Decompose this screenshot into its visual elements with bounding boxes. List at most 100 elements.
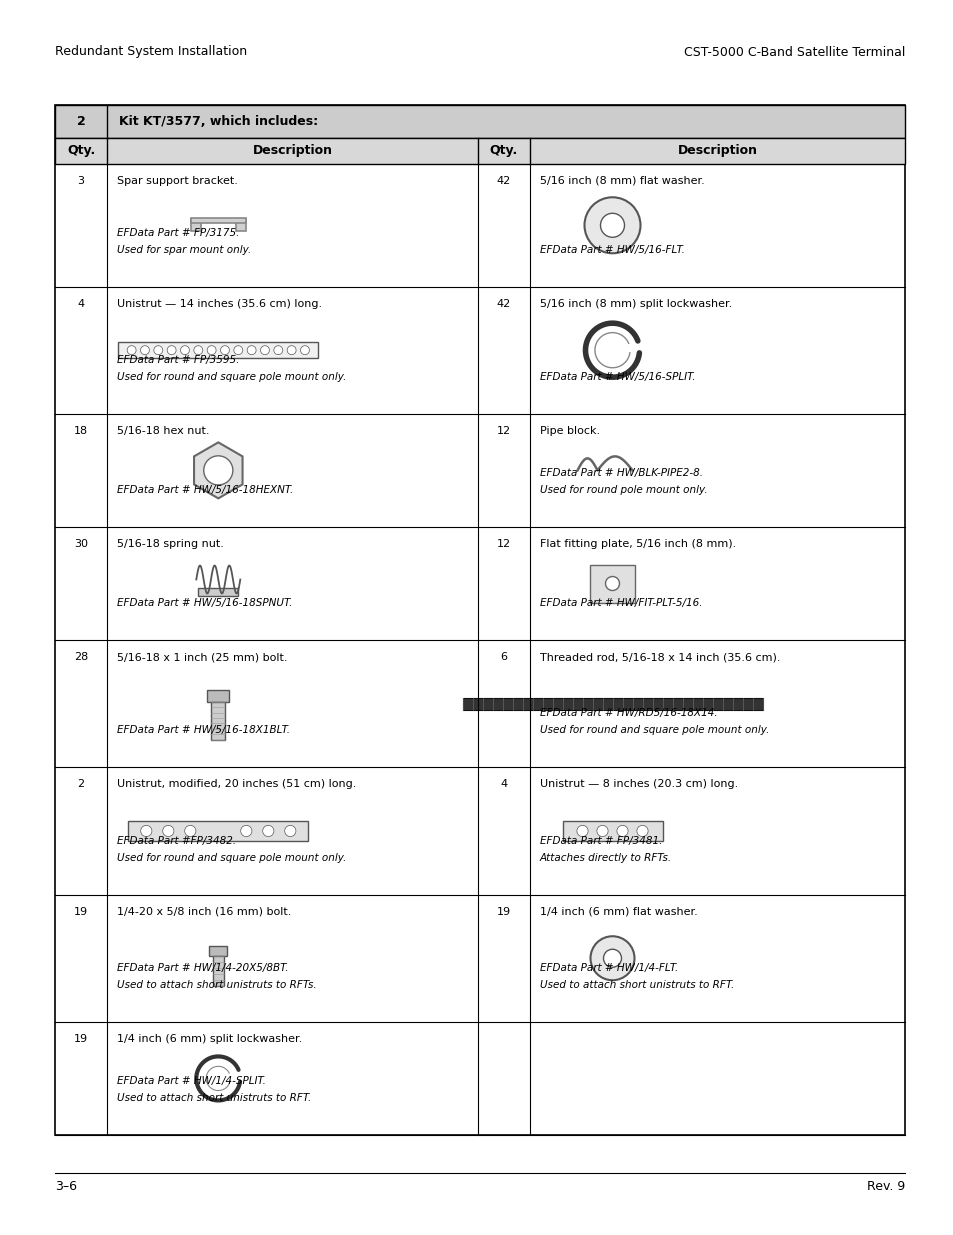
Bar [589, 564, 635, 603]
Text: Unistrut — 8 inches (20.3 cm) long.: Unistrut — 8 inches (20.3 cm) long. [539, 779, 738, 789]
Text: Used for round and square pole mount only.: Used for round and square pole mount onl… [117, 372, 346, 382]
Text: EFData Part # HW/5/16-FLT.: EFData Part # HW/5/16-FLT. [539, 245, 684, 254]
Circle shape [180, 346, 190, 354]
Text: Used for spar mount only.: Used for spar mount only. [117, 245, 251, 254]
Circle shape [193, 346, 203, 354]
Bar [118, 342, 318, 358]
Bar [198, 588, 238, 595]
Circle shape [590, 936, 634, 981]
Text: Description: Description [677, 144, 757, 158]
Text: EFData Part # HW/1/4-SPLIT.: EFData Part # HW/1/4-SPLIT. [117, 1076, 266, 1086]
Text: Used to attach short unistruts to RFT.: Used to attach short unistruts to RFT. [117, 1093, 311, 1103]
Text: 18: 18 [74, 426, 88, 436]
Text: 19: 19 [497, 906, 511, 916]
Circle shape [603, 950, 620, 967]
Circle shape [599, 214, 624, 237]
Circle shape [127, 346, 136, 354]
Bar [562, 821, 661, 841]
Text: Used to attach short unistruts to RFT.: Used to attach short unistruts to RFT. [539, 979, 734, 990]
Text: 5/16-18 hex nut.: 5/16-18 hex nut. [117, 426, 210, 436]
Text: Description: Description [253, 144, 333, 158]
Text: Unistrut, modified, 20 inches (51 cm) long.: Unistrut, modified, 20 inches (51 cm) lo… [117, 779, 356, 789]
Text: 19: 19 [74, 1034, 88, 1044]
Circle shape [605, 577, 618, 590]
Text: 28: 28 [73, 652, 88, 662]
Bar [207, 689, 229, 701]
Text: EFData Part # FP/3481.: EFData Part # FP/3481. [539, 836, 661, 846]
Text: 6: 6 [500, 652, 507, 662]
Text: 4: 4 [77, 299, 85, 309]
Circle shape [284, 825, 295, 836]
Text: Used for round and square pole mount only.: Used for round and square pole mount onl… [117, 852, 346, 862]
Circle shape [204, 456, 233, 485]
Circle shape [287, 346, 295, 354]
Circle shape [300, 346, 309, 354]
Circle shape [262, 825, 274, 836]
Text: EFData Part # HW/1/4-FLT.: EFData Part # HW/1/4-FLT. [539, 963, 678, 973]
Circle shape [617, 825, 627, 836]
Circle shape [597, 825, 607, 836]
Text: EFData Part # HW/BLK-PIPE2-8.: EFData Part # HW/BLK-PIPE2-8. [539, 468, 702, 478]
Text: Qty.: Qty. [489, 144, 517, 158]
Bar [211, 701, 225, 740]
Circle shape [185, 825, 195, 836]
Text: EFData Part # HW/FIT-PLT-5/16.: EFData Part # HW/FIT-PLT-5/16. [539, 598, 701, 608]
Text: CST-5000 C-Band Satellite Terminal: CST-5000 C-Band Satellite Terminal [683, 46, 904, 58]
Text: EFData Part # HW/5/16-18SPNUT.: EFData Part # HW/5/16-18SPNUT. [117, 598, 292, 608]
Text: 1/4-20 x 5/8 inch (16 mm) bolt.: 1/4-20 x 5/8 inch (16 mm) bolt. [117, 906, 291, 916]
Text: 5/16-18 spring nut.: 5/16-18 spring nut. [117, 538, 224, 548]
Text: 19: 19 [74, 906, 88, 916]
Bar [191, 220, 200, 231]
Text: Threaded rod, 5/16-18 x 14 inch (35.6 cm).: Threaded rod, 5/16-18 x 14 inch (35.6 cm… [539, 652, 780, 662]
Circle shape [153, 346, 163, 354]
Text: 5/16-18 x 1 inch (25 mm) bolt.: 5/16-18 x 1 inch (25 mm) bolt. [117, 652, 287, 662]
Text: EFData Part #FP/3482.: EFData Part #FP/3482. [117, 836, 236, 846]
Text: 42: 42 [497, 177, 511, 186]
Bar [209, 946, 227, 956]
Bar [191, 219, 246, 224]
Polygon shape [193, 442, 242, 499]
Circle shape [584, 198, 639, 253]
Text: 1/4 inch (6 mm) split lockwasher.: 1/4 inch (6 mm) split lockwasher. [117, 1034, 302, 1044]
Text: Qty.: Qty. [67, 144, 95, 158]
Circle shape [577, 825, 587, 836]
Text: Flat fitting plate, 5/16 inch (8 mm).: Flat fitting plate, 5/16 inch (8 mm). [539, 538, 736, 548]
Bar [55, 138, 904, 164]
Text: EFData Part # HW/5/16-18HEXNT.: EFData Part # HW/5/16-18HEXNT. [117, 485, 293, 495]
Text: Redundant System Installation: Redundant System Installation [55, 46, 247, 58]
Bar [128, 821, 308, 841]
Text: 42: 42 [497, 299, 511, 309]
Bar [235, 220, 246, 231]
Bar [55, 105, 904, 1135]
Text: EFData Part # FP/3175.: EFData Part # FP/3175. [117, 227, 239, 237]
Circle shape [167, 346, 176, 354]
Text: Unistrut — 14 inches (35.6 cm) long.: Unistrut — 14 inches (35.6 cm) long. [117, 299, 322, 309]
Text: EFData Part # FP/3595.: EFData Part # FP/3595. [117, 354, 239, 364]
Text: EFData Part # HW/5/16-18X1BLT.: EFData Part # HW/5/16-18X1BLT. [117, 725, 290, 735]
Text: 1/4 inch (6 mm) flat washer.: 1/4 inch (6 mm) flat washer. [539, 906, 697, 916]
Circle shape [247, 346, 255, 354]
Bar [462, 698, 761, 710]
Text: EFData Part # HW/1/4-20X5/8BT.: EFData Part # HW/1/4-20X5/8BT. [117, 963, 288, 973]
Circle shape [637, 825, 647, 836]
Circle shape [163, 825, 173, 836]
Circle shape [207, 346, 216, 354]
Text: 2: 2 [77, 779, 85, 789]
Text: 4: 4 [500, 779, 507, 789]
Text: 2: 2 [76, 115, 85, 128]
Bar [213, 956, 224, 987]
Text: 3: 3 [77, 177, 85, 186]
Text: 5/16 inch (8 mm) flat washer.: 5/16 inch (8 mm) flat washer. [539, 177, 704, 186]
Text: 5/16 inch (8 mm) split lockwasher.: 5/16 inch (8 mm) split lockwasher. [539, 299, 732, 309]
Text: Pipe block.: Pipe block. [539, 426, 599, 436]
Text: Used to attach short unistruts to RFTs.: Used to attach short unistruts to RFTs. [117, 979, 316, 990]
Text: Spar support bracket.: Spar support bracket. [117, 177, 237, 186]
Text: Used for round pole mount only.: Used for round pole mount only. [539, 485, 707, 495]
Text: Rev. 9: Rev. 9 [866, 1181, 904, 1193]
Text: Kit KT/3577, which includes:: Kit KT/3577, which includes: [119, 115, 317, 128]
Text: 30: 30 [74, 538, 88, 548]
Circle shape [274, 346, 282, 354]
Text: 12: 12 [497, 426, 511, 436]
Circle shape [140, 346, 150, 354]
Circle shape [220, 346, 230, 354]
